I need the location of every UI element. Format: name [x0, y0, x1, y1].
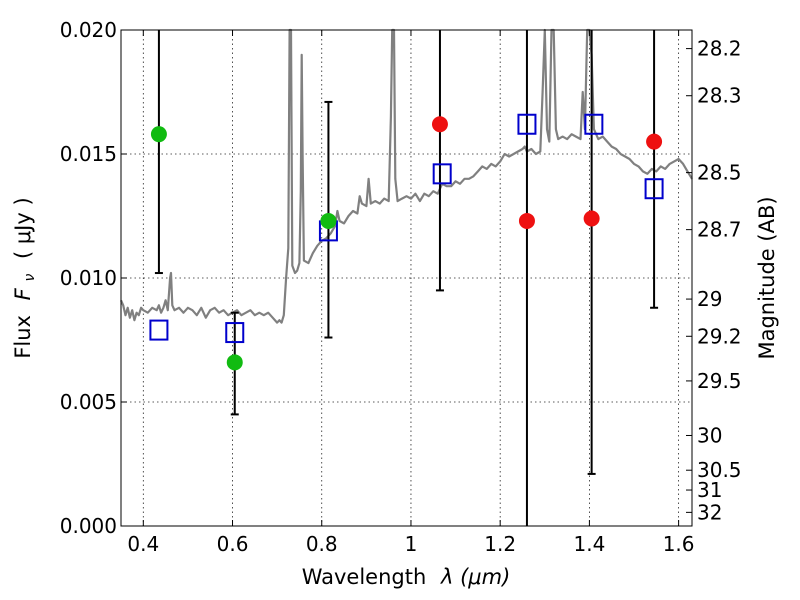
y-tick-label: 0.005	[60, 390, 117, 414]
x-tick-label: 0.4	[127, 532, 159, 556]
y2-tick-label: 32	[697, 500, 722, 524]
y2-tick-label: 29.5	[697, 369, 742, 393]
ticks: 0.4 0.6 0.8 1 1.2 1.4 1.6 0.000 0.005 0.010 0.015 0…	[60, 18, 742, 556]
y2-tick-label: 28.7	[697, 218, 742, 242]
y2-tick-label: 28.5	[697, 161, 742, 185]
data-markers	[149, 113, 664, 371]
model-point-square	[432, 163, 452, 185]
y2-tick-label: 28.3	[697, 84, 742, 108]
error-bars	[154, 30, 659, 526]
grid	[121, 30, 692, 526]
y-axis-label-unit: ( μJy )	[11, 197, 35, 259]
observed-point-red	[518, 212, 535, 229]
model-point-square	[584, 113, 604, 135]
y2-tick-label: 28.2	[697, 37, 742, 61]
y2-tick-label: 30.5	[697, 458, 742, 482]
y2-tick-label: 29.2	[697, 324, 742, 348]
observed-point-red	[583, 210, 600, 227]
x-tick-label: 1.6	[663, 532, 695, 556]
y-tick-label: 0.000	[60, 514, 117, 538]
y2-tick-label: 29	[697, 287, 722, 311]
model-point-square	[517, 113, 537, 135]
observed-point-green	[150, 126, 167, 143]
y-axis-label-math: F	[11, 287, 35, 300]
x-tick-label: 0.6	[217, 532, 249, 556]
x-tick-label: 1	[405, 532, 418, 556]
y-axis-label-main: Flux	[11, 315, 35, 359]
y-tick-label: 0.010	[60, 266, 117, 290]
observed-point-green	[320, 212, 337, 229]
observed-point-green	[226, 354, 243, 371]
spectrum-line	[119, 28, 693, 324]
observed-point-red	[431, 116, 448, 133]
spectrum-series	[119, 28, 693, 324]
y-tick-label: 0.015	[60, 142, 117, 166]
y2-tick-label: 31	[697, 478, 722, 502]
x-tick-label: 0.8	[306, 532, 338, 556]
x-tick-label: 1.4	[573, 532, 605, 556]
y-tick-label: 0.020	[60, 18, 117, 42]
y2-axis-label: Magnitude (AB)	[755, 196, 779, 359]
model-point-square	[644, 178, 664, 200]
observed-point-red	[646, 133, 663, 150]
x-axis-label-math: λ (μm)	[440, 565, 510, 589]
model-point-square	[149, 319, 169, 341]
y2-tick-label: 30	[697, 423, 722, 447]
y-axis-label: Flux F ν ( μJy )	[11, 197, 39, 358]
x-axis-label-main: Wavelength	[302, 565, 427, 589]
x-tick-label: 1.2	[484, 532, 516, 556]
x-axis-label: Wavelength λ (μm)	[302, 565, 511, 589]
model-point-square	[225, 322, 245, 344]
y-axis-label-sub: ν	[22, 274, 38, 282]
